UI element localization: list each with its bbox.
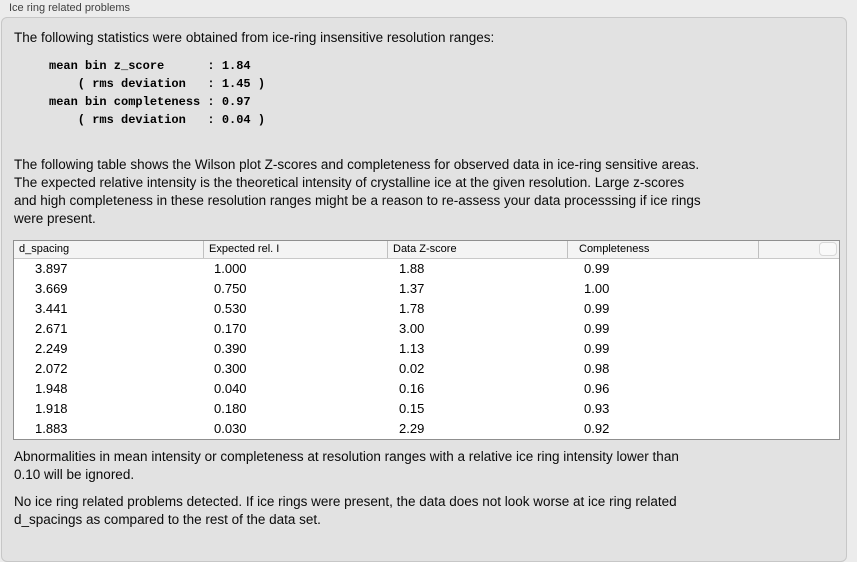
- cell-spacer: [759, 359, 839, 379]
- cell-data_z_score: 0.02: [399, 361, 425, 376]
- cell-expected_rel_i: 0.390: [214, 341, 247, 356]
- cell-spacer: [759, 279, 839, 299]
- cell-expected_rel_i: 0.530: [214, 301, 247, 316]
- table-row[interactable]: 2.072 0.300 0.02 0.98: [14, 359, 839, 379]
- cell-completeness: 0.92: [584, 421, 610, 436]
- table-row[interactable]: 3.669 0.750 1.37 1.00: [14, 279, 839, 299]
- cell-d_spacing: 1.918: [35, 401, 68, 416]
- cell-expected_rel_i: 1.000: [214, 261, 247, 276]
- cell-completeness: 1.00: [584, 281, 610, 296]
- cell-d_spacing: 2.249: [35, 341, 68, 356]
- cell-data_z_score: 0.15: [399, 401, 425, 416]
- cell-completeness: 0.96: [584, 381, 610, 396]
- cell-d_spacing: 1.948: [35, 381, 68, 396]
- column-header-completeness[interactable]: Completeness: [568, 241, 759, 258]
- cell-spacer: [759, 339, 839, 359]
- cell-completeness: 0.99: [584, 301, 610, 316]
- column-header-expected_rel_i[interactable]: Expected rel. I: [204, 241, 388, 258]
- cell-expected_rel_i: 0.300: [214, 361, 247, 376]
- table-row[interactable]: 2.671 0.170 3.00 0.99: [14, 319, 839, 339]
- cell-expected_rel_i: 0.170: [214, 321, 247, 336]
- table-row[interactable]: 3.897 1.000 1.88 0.99: [14, 259, 839, 279]
- cell-spacer: [759, 419, 839, 439]
- cell-completeness: 0.99: [584, 261, 610, 276]
- cell-d_spacing: 2.671: [35, 321, 68, 336]
- cell-expected_rel_i: 0.040: [214, 381, 247, 396]
- cell-spacer: [759, 259, 839, 279]
- cell-completeness: 0.93: [584, 401, 610, 416]
- ignore-note: Abnormalities in mean intensity or compl…: [14, 449, 679, 482]
- table-row[interactable]: 1.883 0.030 2.29 0.92: [14, 419, 839, 439]
- cell-d_spacing: 3.669: [35, 281, 68, 296]
- ice-ring-table: d_spacing Expected rel. I Data Z-score Comp…: [13, 240, 840, 440]
- cell-completeness: 0.99: [584, 321, 610, 336]
- cell-data_z_score: 0.16: [399, 381, 425, 396]
- cell-expected_rel_i: 0.030: [214, 421, 247, 436]
- conclusion: No ice ring related problems detected. I…: [14, 494, 677, 527]
- table-header-row: d_spacing Expected rel. I Data Z-score Comp…: [14, 241, 839, 259]
- cell-data_z_score: 1.88: [399, 261, 425, 276]
- cell-spacer: [759, 319, 839, 339]
- column-header-d_spacing[interactable]: d_spacing: [14, 241, 204, 258]
- table-row[interactable]: 3.441 0.530 1.78 0.99: [14, 299, 839, 319]
- stats-block: mean bin z_score : 1.84 ( rms deviation …: [49, 59, 266, 127]
- table-row[interactable]: 1.918 0.180 0.15 0.93: [14, 399, 839, 419]
- cell-data_z_score: 1.13: [399, 341, 425, 356]
- cell-spacer: [759, 379, 839, 399]
- cell-d_spacing: 2.072: [35, 361, 68, 376]
- cell-d_spacing: 3.897: [35, 261, 68, 276]
- intro-paragraph: The following statistics were obtained f…: [14, 30, 495, 45]
- cell-expected_rel_i: 0.750: [214, 281, 247, 296]
- table-description: The following table shows the Wilson plo…: [14, 157, 701, 226]
- cell-completeness: 0.98: [584, 361, 610, 376]
- cell-data_z_score: 1.78: [399, 301, 425, 316]
- cell-expected_rel_i: 0.180: [214, 401, 247, 416]
- panel-title: Ice ring related problems: [9, 2, 131, 14]
- column-header-data_z_score[interactable]: Data Z-score: [388, 241, 568, 258]
- cell-completeness: 0.99: [584, 341, 610, 356]
- cell-data_z_score: 3.00: [399, 321, 425, 336]
- cell-d_spacing: 1.883: [35, 421, 68, 436]
- table-row[interactable]: 2.249 0.390 1.13 0.99: [14, 339, 839, 359]
- cell-spacer: [759, 299, 839, 319]
- cell-spacer: [759, 399, 839, 419]
- cell-d_spacing: 3.441: [35, 301, 68, 316]
- cell-data_z_score: 2.29: [399, 421, 425, 436]
- header-corner: [819, 242, 837, 256]
- table-body: 3.897 1.000 1.88 0.99 3.669 0.750 1.37 1.00 3.44…: [14, 259, 839, 439]
- cell-data_z_score: 1.37: [399, 281, 425, 296]
- table-row[interactable]: 1.948 0.040 0.16 0.96: [14, 379, 839, 399]
